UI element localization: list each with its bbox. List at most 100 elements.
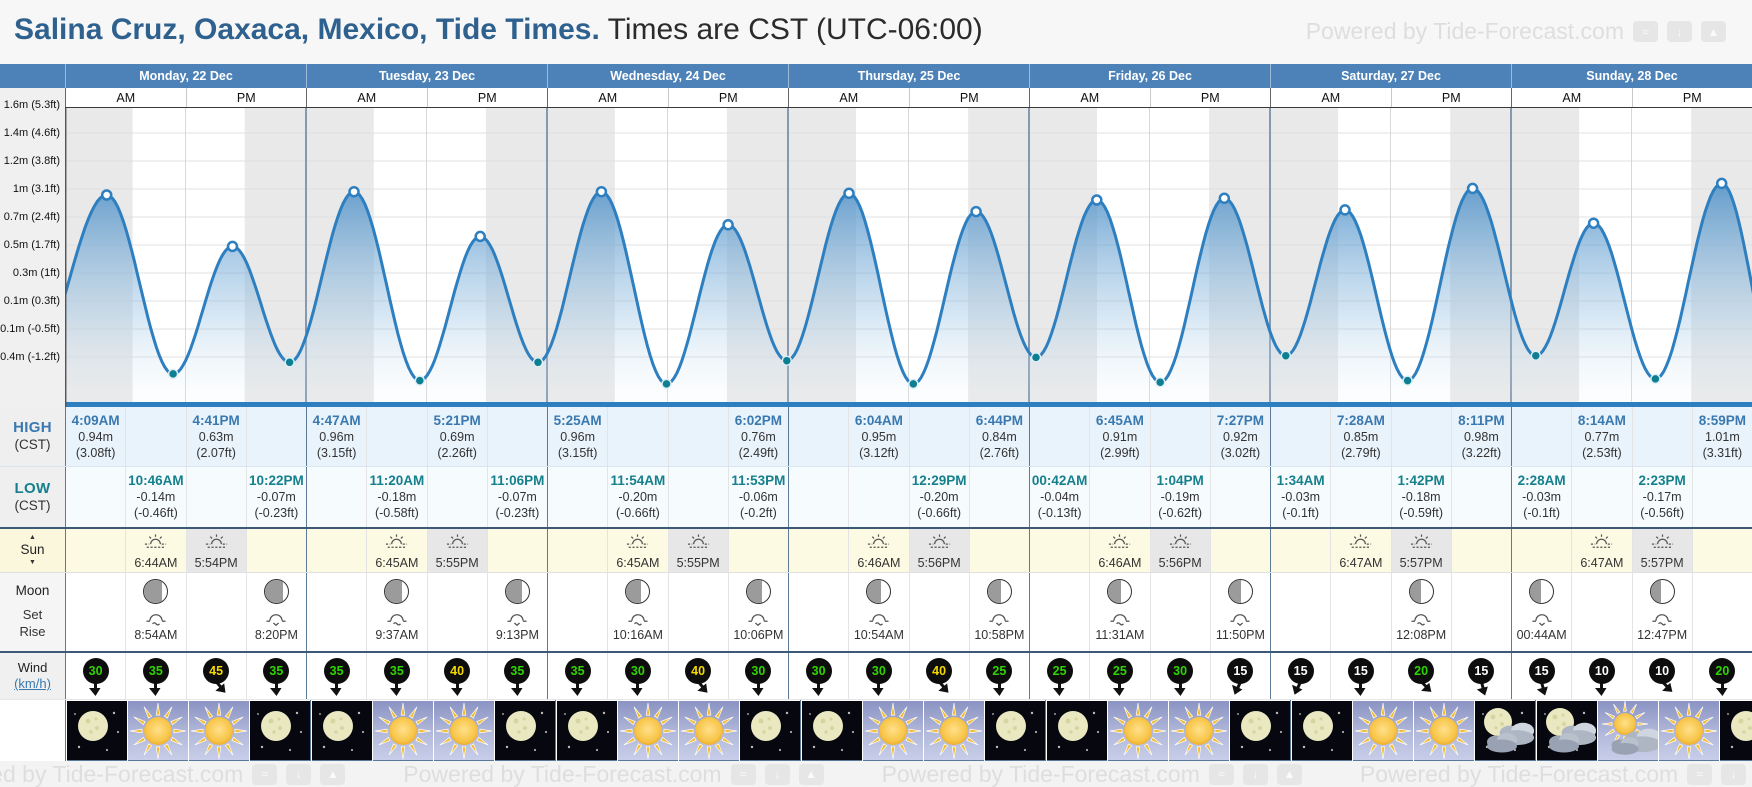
tide-height-ft: (-0.2ft): [739, 505, 777, 520]
sun-cell: 5:55PM: [426, 529, 487, 572]
low-tide-time: 1:34AM: [1276, 473, 1325, 488]
am-label: AM: [116, 90, 136, 105]
sunrise-sunset-icon: [386, 534, 408, 548]
weather-cell: [1658, 700, 1719, 761]
am-pm-day: AM PM: [1511, 88, 1752, 107]
low-tide-cell: 11:53PM -0.06m (-0.2ft): [727, 467, 788, 527]
sunset-time: 5:55PM: [676, 556, 720, 570]
watermark-text: Powered by Tide-Forecast.com: [1305, 18, 1624, 44]
wind-cell: 20: [1691, 653, 1752, 699]
high-tide-cell: [125, 407, 185, 466]
sun-row-toggle[interactable]: ▲ Sun ▼: [20, 534, 45, 566]
am-pm-day: AM PM: [788, 88, 1029, 107]
low-tide-cell: [185, 467, 246, 527]
high-tide-cell: 7:27PM 0.92m (3.02ft): [1209, 407, 1270, 466]
pm-label: PM: [908, 88, 1030, 107]
moon-cell: 10:58PM: [968, 573, 1029, 651]
footer-watermarks: Powered by Tide-Forecast.com≈↓▲ Powered b…: [0, 761, 1752, 787]
wind-row: Wind (km/h) 30 35 45 35 35 35 40 35 35 30 40 30 30 30…: [0, 653, 1752, 699]
moon-phase-icon: [1107, 579, 1133, 604]
wind-direction-arrow-icon: [872, 682, 885, 696]
low-tide-cell: 10:46AM -0.14m (-0.46ft): [125, 467, 185, 527]
moon-cell: 10:06PM: [727, 573, 788, 651]
moonrise-icon-wrap: [988, 613, 1010, 627]
wind-speed-badge: 30: [805, 658, 832, 684]
weather-tile-moon-icon: [557, 701, 617, 761]
sunrise-icon-wrap: [1590, 534, 1613, 554]
low-tide-time: 11:06PM: [490, 473, 545, 488]
wind-cell: 10: [1571, 653, 1631, 699]
low-tide-time: 10:46AM: [128, 473, 184, 488]
tide-height-ft: (3.02ft): [1220, 445, 1261, 460]
mountain-icon: ▲: [1276, 763, 1302, 785]
title-bar: Salina Cruz, Oaxaca, Mexico, Tide Times.…: [0, 0, 1752, 64]
wind-speed-badge: 35: [383, 658, 410, 684]
wind-cell: 30: [789, 653, 848, 699]
low-tide-cell: [1450, 467, 1511, 527]
moon-cell: [1691, 573, 1752, 651]
high-tide-row: HIGH (CST) 4:09AM 0.94m (3.08ft) 4:41PM 0.63…: [0, 407, 1752, 467]
weather-cell: [1536, 700, 1597, 761]
wind-cell: 15: [1271, 653, 1330, 699]
arrow-icon: ↓: [764, 763, 790, 785]
wind-direction-arrow-icon: [149, 682, 162, 696]
weather-cell: [1413, 700, 1474, 761]
wind-unit-link[interactable]: (km/h): [14, 676, 51, 691]
high-tide-cell: [1390, 407, 1451, 466]
weather-cell: [1229, 700, 1290, 761]
wind-direction-arrow-icon: [89, 682, 102, 696]
weather-tile-moon-icon: [1720, 701, 1752, 761]
high-tide-time: 4:41PM: [192, 413, 240, 428]
moon-row-label: Moon Set Rise: [0, 573, 65, 651]
moonset-time: 12:08PM: [1396, 628, 1447, 642]
sun-cell: [789, 529, 848, 572]
low-tide-cell: 2:23PM -0.17m (-0.56ft): [1631, 467, 1692, 527]
moonrise-icon-wrap: [1229, 613, 1251, 627]
tide-height-m: 0.84m: [982, 430, 1017, 445]
tide-height-m: -0.17m: [1642, 490, 1682, 505]
high-tide-cell: 4:41PM 0.63m (2.07ft): [185, 407, 246, 466]
high-tide-cell: 8:59PM 1.01m (3.31ft): [1691, 407, 1752, 466]
moon-cell: [789, 573, 848, 651]
wind-speed-badge: 15: [1468, 658, 1495, 684]
wind-speed-badge: 25: [986, 658, 1013, 684]
wind-cell: 25: [1030, 653, 1089, 699]
tide-height-ft: (-0.66ft): [615, 505, 660, 520]
arrow-icon: ↓: [1721, 763, 1747, 785]
weather-tile-sun-icon: [1169, 701, 1229, 761]
am-label: AM: [1080, 90, 1100, 105]
sun-cell: 6:44AM: [125, 529, 185, 572]
tide-height-m: 1.01m: [1705, 430, 1740, 445]
moon-phase-icon: [625, 579, 651, 604]
location-title: Salina Cruz, Oaxaca, Mexico, Tide Times.: [14, 13, 600, 46]
moon-phase-icon: [1529, 579, 1555, 604]
low-tide-time: 11:20AM: [369, 473, 425, 488]
tide-height-ft: (2.99ft): [1100, 445, 1140, 460]
weather-tile-moon-icon: [495, 701, 555, 761]
moonset-icon-wrap: [1651, 613, 1673, 626]
moon-cell: 8:54AM: [125, 573, 185, 651]
chart-icon: ≈: [1633, 21, 1658, 42]
wind-cell: 20: [1390, 653, 1451, 699]
am-label: AM: [1321, 90, 1341, 105]
sunrise-icon-wrap: [1349, 534, 1372, 554]
wind-speed-badge: 30: [82, 658, 109, 684]
sun-cell: [1271, 529, 1330, 572]
wind-speed-badge: 15: [1347, 658, 1374, 684]
wind-direction-arrow-icon: [211, 678, 230, 697]
wind-speed-badge: 15: [1227, 658, 1254, 684]
sun-cell: 5:56PM: [908, 529, 969, 572]
high-tide-time: 7:27PM: [1216, 413, 1265, 428]
sun-cell: 5:56PM: [1149, 529, 1210, 572]
watermark-footer: Powered by Tide-Forecast.com≈↓▲: [1360, 761, 1752, 787]
high-tide-cell: [245, 407, 306, 466]
weather-cell: [556, 700, 617, 761]
page-title: Salina Cruz, Oaxaca, Mexico, Tide Times.…: [14, 13, 983, 47]
wind-direction-arrow-icon: [631, 682, 644, 696]
high-tide-cell: 8:14AM 0.77m (2.53ft): [1571, 407, 1631, 466]
watermark-text: Powered by Tide-Forecast.com: [0, 761, 244, 787]
low-tide-cell: 11:54AM -0.20m (-0.66ft): [607, 467, 667, 527]
moon-cell: 8:20PM: [245, 573, 306, 651]
sunrise-time: 6:45AM: [616, 556, 660, 570]
arrow-icon: ↓: [1667, 21, 1692, 42]
